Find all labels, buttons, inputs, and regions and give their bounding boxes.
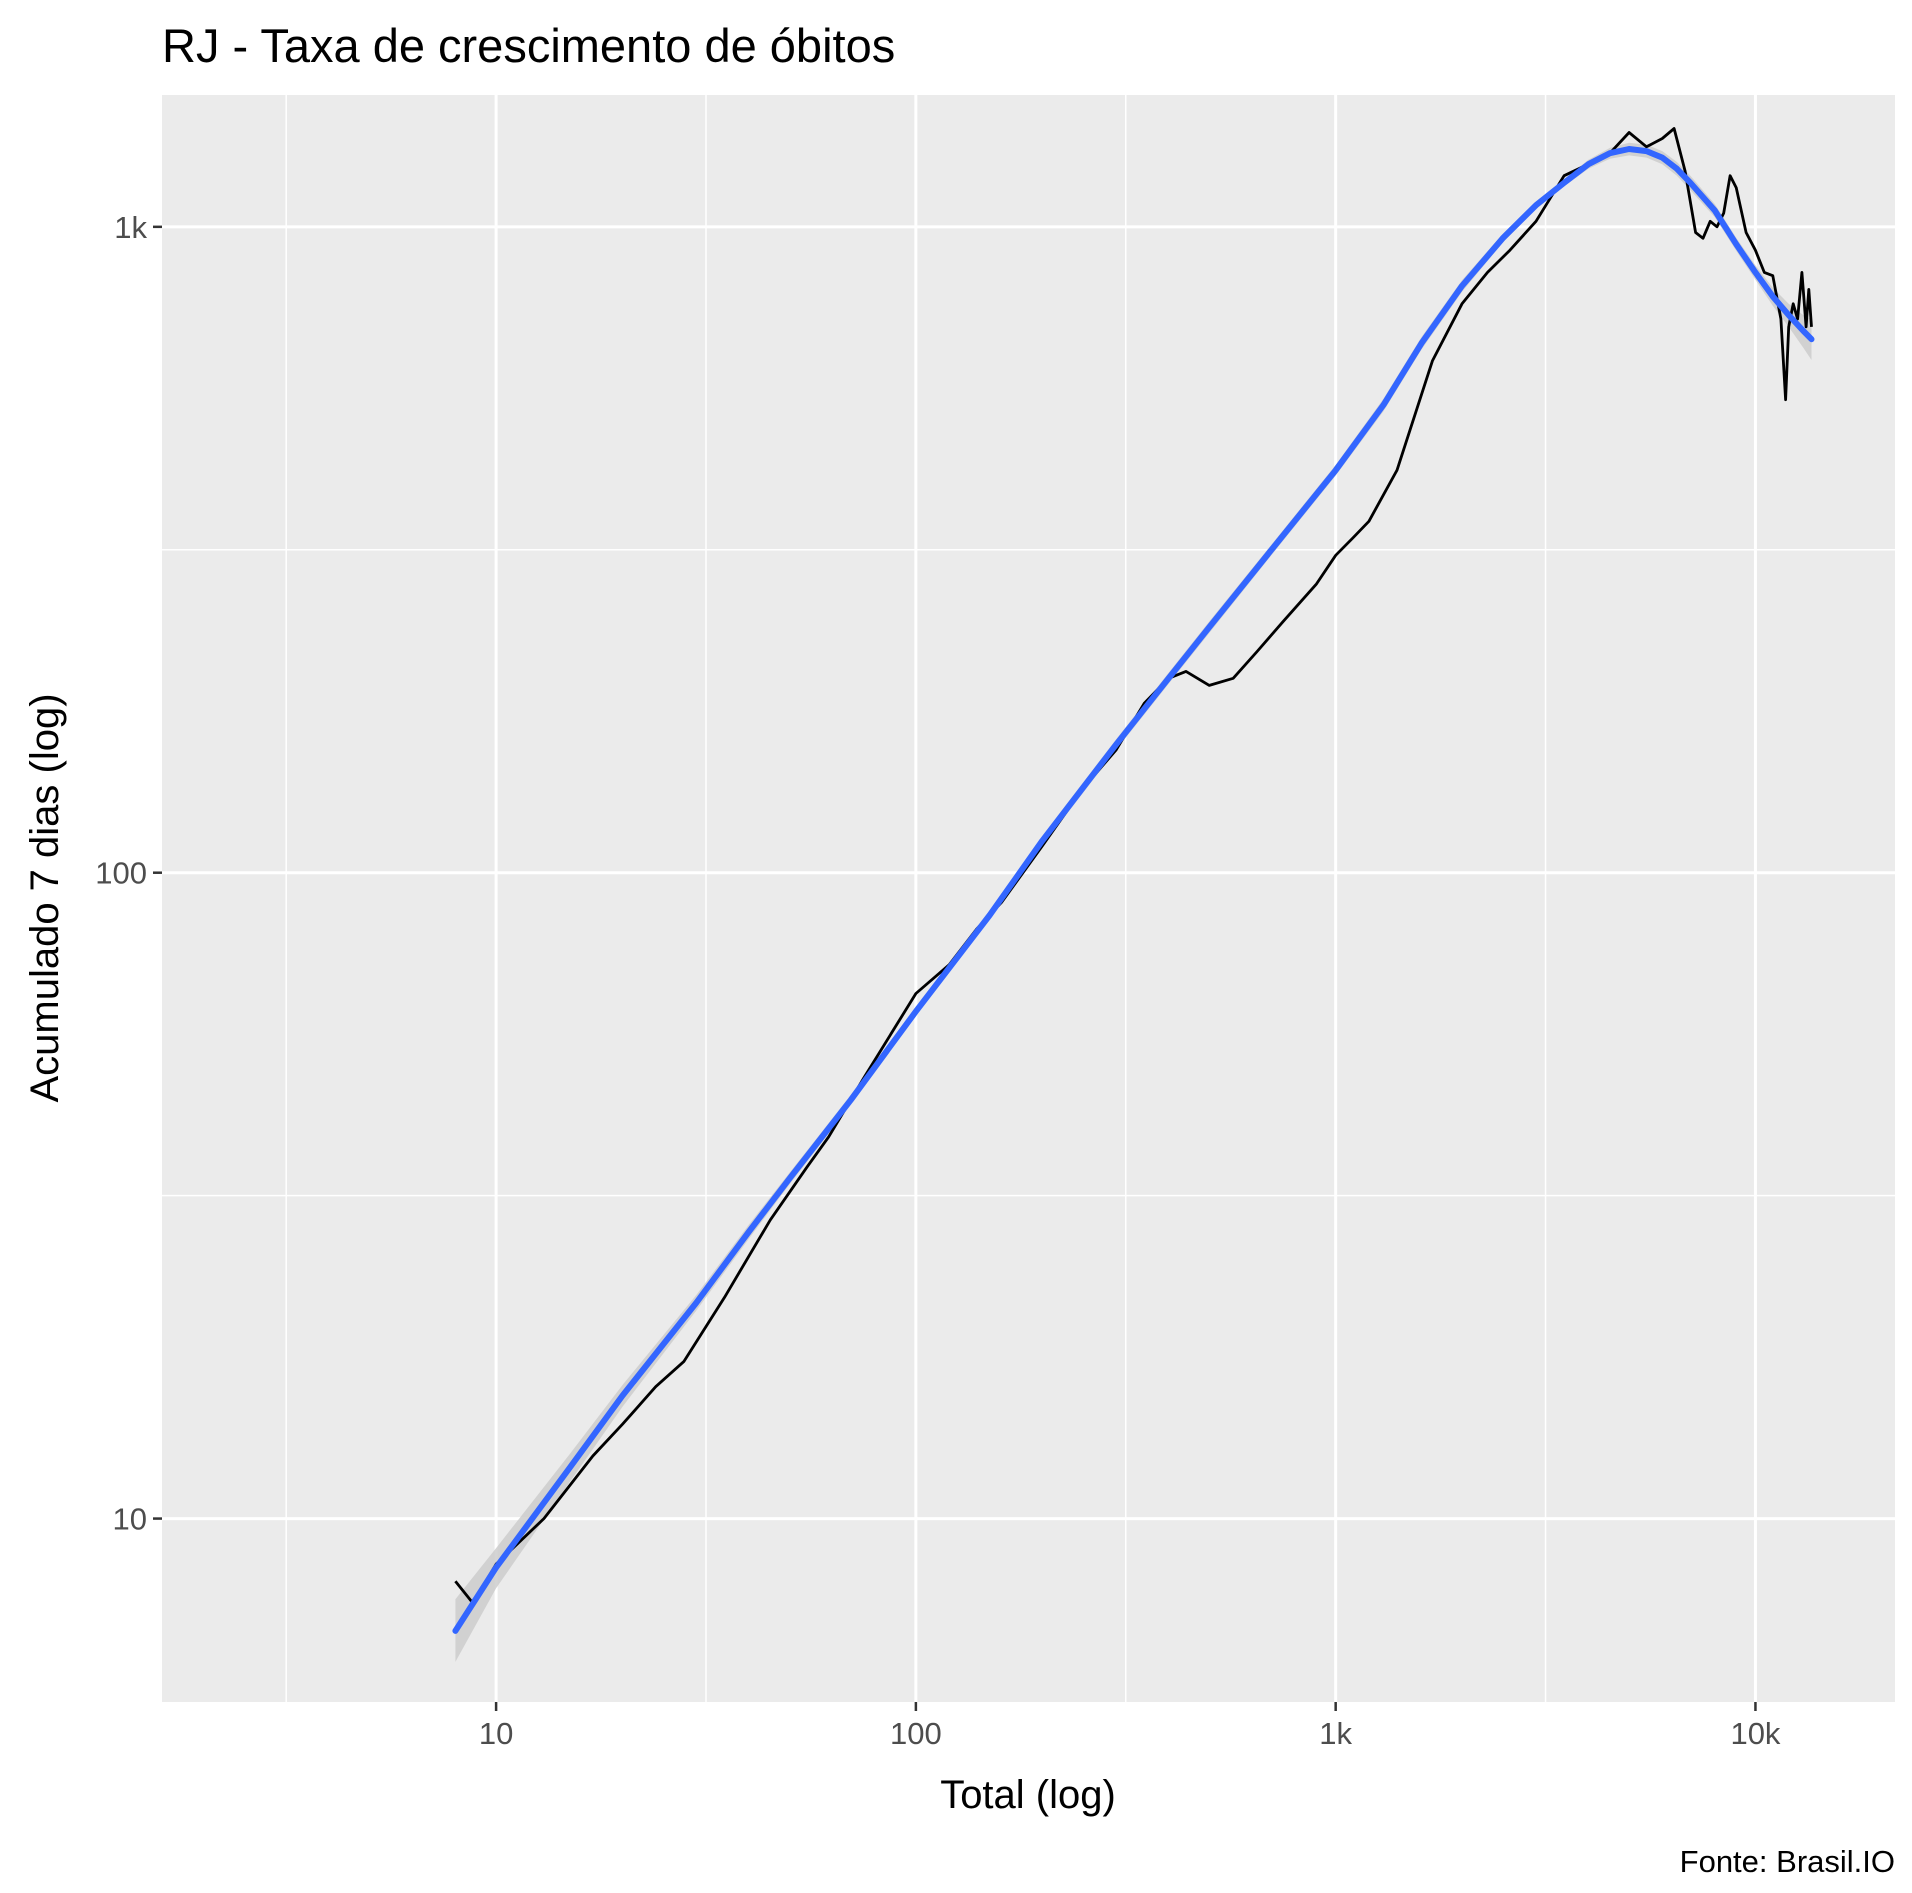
source-caption: Fonte: Brasil.IO xyxy=(1680,1844,1895,1879)
plot-panel xyxy=(162,95,1895,1702)
x-axis-title: Total (log) xyxy=(940,1773,1116,1817)
smooth-trend-line xyxy=(452,146,1815,1634)
major-gridlines xyxy=(162,95,1895,1702)
y-axis: 10 100 1k xyxy=(95,210,162,1537)
minor-gridlines xyxy=(162,95,1895,1702)
x-tick-label: 10k xyxy=(1730,1716,1780,1751)
chart-title: RJ - Taxa de crescimento de óbitos xyxy=(162,19,895,72)
y-tick-label: 1k xyxy=(114,210,147,245)
x-tick-label: 10 xyxy=(479,1716,513,1751)
y-tick-label: 100 xyxy=(95,856,147,891)
x-tick-label: 1k xyxy=(1319,1716,1352,1751)
y-tick-label: 10 xyxy=(113,1502,147,1537)
x-axis: 10 100 1k 10k xyxy=(479,1702,1781,1751)
x-tick-label: 100 xyxy=(890,1716,942,1751)
observed-series-line xyxy=(454,127,1813,1605)
y-axis-title: Acumulado 7 dias (log) xyxy=(23,693,67,1102)
